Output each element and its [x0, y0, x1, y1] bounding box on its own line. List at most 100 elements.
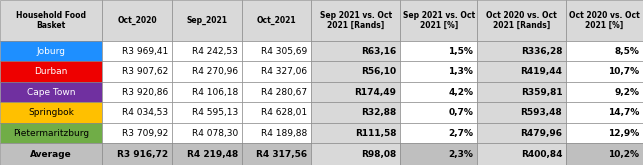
Bar — [566, 144, 643, 165]
Text: R32,88: R32,88 — [361, 108, 397, 117]
Bar — [0, 123, 102, 144]
Bar — [401, 82, 477, 102]
Bar — [0, 82, 102, 102]
Text: 1,5%: 1,5% — [448, 47, 473, 56]
Text: R479,96: R479,96 — [520, 129, 563, 138]
Bar — [401, 144, 477, 165]
Bar — [242, 144, 311, 165]
Bar — [102, 123, 172, 144]
Bar — [172, 82, 242, 102]
Text: 4,2%: 4,2% — [448, 88, 473, 97]
Text: R98,08: R98,08 — [361, 150, 397, 159]
Bar — [566, 123, 643, 144]
Text: R4 305,69: R4 305,69 — [261, 47, 307, 56]
Bar — [172, 62, 242, 82]
Text: Average: Average — [30, 150, 72, 159]
Bar — [0, 62, 102, 82]
Text: R63,16: R63,16 — [361, 47, 397, 56]
Text: 2,3%: 2,3% — [448, 150, 473, 159]
Bar — [102, 62, 172, 82]
Bar — [477, 41, 566, 62]
Bar — [566, 62, 643, 82]
Bar — [477, 123, 566, 144]
Text: R4 242,53: R4 242,53 — [192, 47, 238, 56]
Text: 8,5%: 8,5% — [614, 47, 639, 56]
Text: Oct 2020 vs. Oct
2021 [%]: Oct 2020 vs. Oct 2021 [%] — [569, 11, 640, 30]
Bar — [102, 82, 172, 102]
Text: R593,48: R593,48 — [521, 108, 563, 117]
Bar — [0, 0, 102, 41]
Bar — [242, 0, 311, 41]
Text: R4 270,96: R4 270,96 — [192, 67, 238, 76]
Text: R4 189,88: R4 189,88 — [261, 129, 307, 138]
Text: Cape Town: Cape Town — [27, 88, 75, 97]
Bar — [477, 102, 566, 123]
Text: R4 106,18: R4 106,18 — [192, 88, 238, 97]
Text: R3 969,41: R3 969,41 — [122, 47, 168, 56]
Text: R3 920,86: R3 920,86 — [122, 88, 168, 97]
Bar — [242, 102, 311, 123]
Text: R400,84: R400,84 — [521, 150, 563, 159]
Bar — [0, 41, 102, 62]
Bar — [566, 102, 643, 123]
Text: 14,7%: 14,7% — [608, 108, 639, 117]
Text: R4 078,30: R4 078,30 — [192, 129, 238, 138]
Bar — [566, 0, 643, 41]
Text: R4 327,06: R4 327,06 — [261, 67, 307, 76]
Bar — [401, 123, 477, 144]
Bar — [242, 62, 311, 82]
Text: R359,81: R359,81 — [521, 88, 563, 97]
Text: Pietermaritzburg: Pietermaritzburg — [13, 129, 89, 138]
Bar — [102, 0, 172, 41]
Bar — [102, 144, 172, 165]
Bar — [172, 123, 242, 144]
Text: R111,58: R111,58 — [355, 129, 397, 138]
Bar — [477, 82, 566, 102]
Text: R4 034,53: R4 034,53 — [122, 108, 168, 117]
Bar — [311, 123, 401, 144]
Text: 12,9%: 12,9% — [608, 129, 639, 138]
Bar — [172, 41, 242, 62]
Text: R56,10: R56,10 — [361, 67, 397, 76]
Text: R3 916,72: R3 916,72 — [117, 150, 168, 159]
Text: 9,2%: 9,2% — [614, 88, 639, 97]
Bar — [401, 102, 477, 123]
Bar — [311, 0, 401, 41]
Text: Springbok: Springbok — [28, 108, 74, 117]
Text: R4 280,67: R4 280,67 — [261, 88, 307, 97]
Bar — [311, 144, 401, 165]
Text: R3 907,62: R3 907,62 — [122, 67, 168, 76]
Bar — [172, 144, 242, 165]
Text: Household Food
Basket: Household Food Basket — [16, 11, 86, 30]
Text: 0,7%: 0,7% — [448, 108, 473, 117]
Text: R174,49: R174,49 — [354, 88, 397, 97]
Text: Sep 2021 vs. Oct
2021 [Rands]: Sep 2021 vs. Oct 2021 [Rands] — [320, 11, 392, 30]
Bar — [311, 102, 401, 123]
Bar — [311, 41, 401, 62]
Bar — [477, 62, 566, 82]
Text: 1,3%: 1,3% — [448, 67, 473, 76]
Text: R4 595,13: R4 595,13 — [192, 108, 238, 117]
Bar — [311, 82, 401, 102]
Bar — [242, 123, 311, 144]
Bar — [172, 0, 242, 41]
Text: R4 628,01: R4 628,01 — [261, 108, 307, 117]
Text: R419,44: R419,44 — [520, 67, 563, 76]
Bar — [566, 41, 643, 62]
Text: Oct_2021: Oct_2021 — [257, 16, 296, 25]
Bar — [242, 82, 311, 102]
Text: 10,2%: 10,2% — [608, 150, 639, 159]
Bar — [0, 102, 102, 123]
Text: R4 219,48: R4 219,48 — [186, 150, 238, 159]
Bar — [172, 102, 242, 123]
Bar — [477, 144, 566, 165]
Bar — [242, 41, 311, 62]
Bar — [477, 0, 566, 41]
Text: Oct 2020 vs. Oct
2021 [Rands]: Oct 2020 vs. Oct 2021 [Rands] — [486, 11, 557, 30]
Text: 10,7%: 10,7% — [608, 67, 639, 76]
Text: 2,7%: 2,7% — [448, 129, 473, 138]
Bar — [102, 41, 172, 62]
Text: R336,28: R336,28 — [521, 47, 563, 56]
Text: R4 317,56: R4 317,56 — [257, 150, 307, 159]
Text: Sep 2021 vs. Oct
2021 [%]: Sep 2021 vs. Oct 2021 [%] — [403, 11, 475, 30]
